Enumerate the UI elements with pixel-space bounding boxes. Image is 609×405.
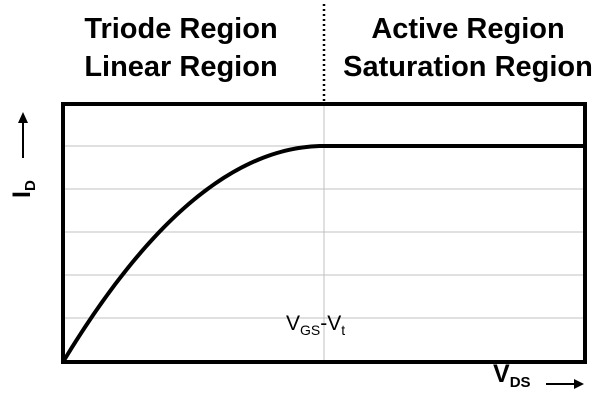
linear-region-title: Linear Region xyxy=(84,51,277,83)
x-axis-label: VDS xyxy=(493,360,531,391)
saturation-region-title: Saturation Region xyxy=(343,51,593,83)
y-axis-label-main: I xyxy=(8,191,36,198)
x-axis-label-main: V xyxy=(493,360,510,388)
y-axis-label: ID xyxy=(8,180,39,198)
annotation-gs: GS xyxy=(300,322,320,338)
x-axis-arrow xyxy=(546,379,584,389)
plot-frame xyxy=(61,102,587,364)
id-vds-curve xyxy=(61,144,585,364)
triode-region-title: Triode Region xyxy=(84,13,277,45)
y-axis-arrow xyxy=(18,112,28,158)
annotation-dash: -V xyxy=(320,312,341,335)
annotation-t: t xyxy=(341,322,345,338)
annotation-v: V xyxy=(286,312,300,335)
y-axis-label-sub: D xyxy=(22,180,39,191)
vgs-vt-annotation: VGS-Vt xyxy=(286,312,345,338)
active-region-title: Active Region xyxy=(371,13,564,45)
x-axis-label-sub: DS xyxy=(510,374,531,391)
